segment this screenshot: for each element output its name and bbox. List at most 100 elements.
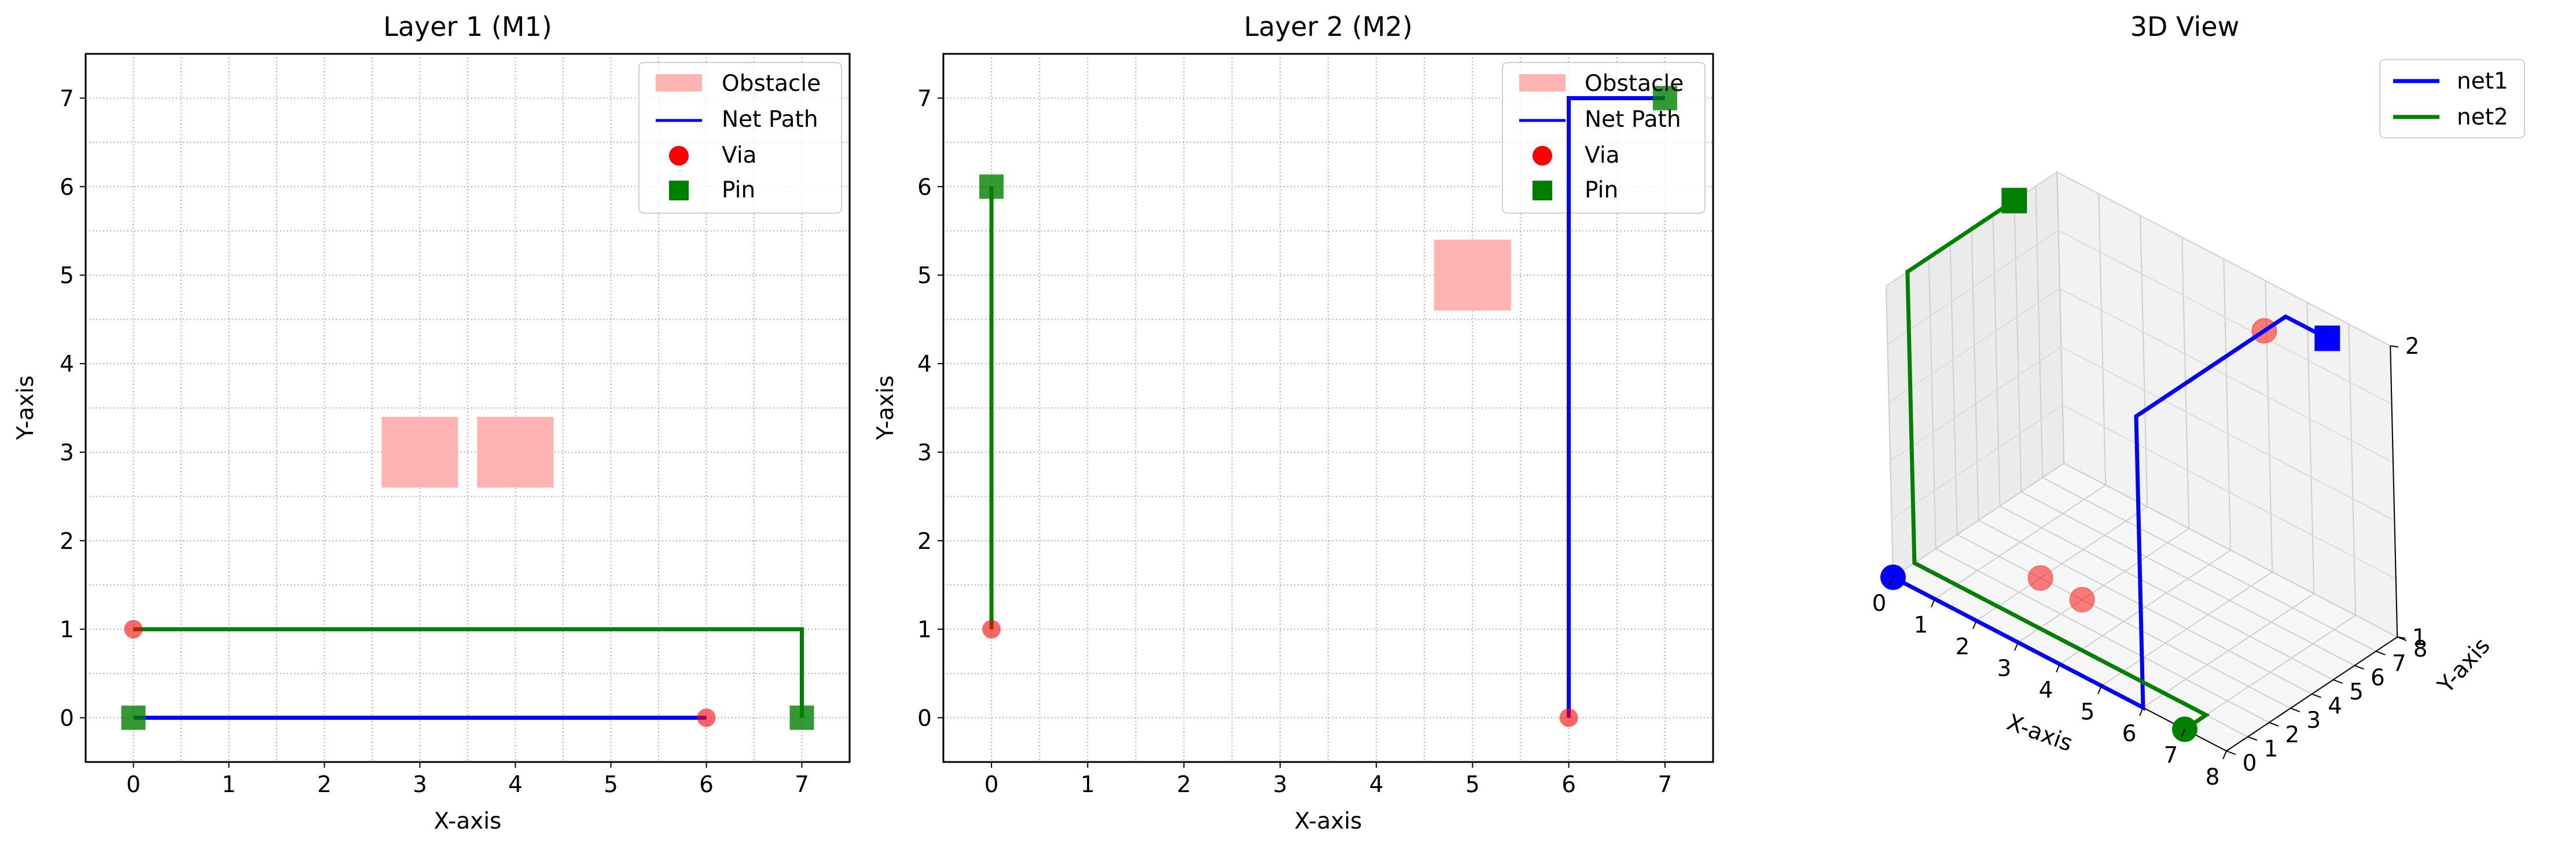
- legend-pin-swatch: [1533, 181, 1552, 200]
- legend-obstacle-swatch: [656, 74, 702, 91]
- x-tick-label: 8: [2206, 764, 2220, 790]
- layer2-x-axis-label: X-axis: [1295, 808, 1362, 834]
- y-tick: [2226, 750, 2236, 755]
- legend-pin-label: Pin: [1585, 177, 1618, 203]
- y-tick-label: 5: [917, 263, 932, 289]
- legend-pin-label: Pin: [722, 177, 755, 203]
- legend-obstacle-swatch: [1519, 74, 1566, 91]
- y-tick: [2354, 665, 2364, 670]
- y-tick-label: 4: [917, 351, 932, 378]
- y-tick-label: 5: [60, 263, 74, 289]
- x-tick-label: 1: [222, 772, 236, 798]
- y-tick-label: 2: [917, 529, 932, 555]
- layer1-y-axis-label: Y-axis: [13, 375, 39, 440]
- legend-net-path-label: Net Path: [1585, 107, 1681, 133]
- layer2-net-paths: [989, 96, 1665, 718]
- via-ball: [2027, 565, 2053, 591]
- legend-via-swatch: [669, 146, 689, 166]
- 3d-x-axis-label: X-axis: [2004, 709, 2076, 757]
- pin-marker: [979, 174, 1004, 199]
- x-tick: [2097, 686, 2102, 694]
- x-tick: [2014, 642, 2019, 651]
- layer2-obstacles: [1434, 240, 1511, 311]
- y-tick-label: 4: [60, 351, 74, 378]
- y-tick: [2269, 721, 2279, 727]
- layer1-legend-box: [638, 62, 842, 214]
- via-ball: [2069, 587, 2095, 613]
- y-tick: [2333, 679, 2343, 684]
- layer2-legend: Obstacle Net Path Via Pin: [1519, 71, 1684, 203]
- y-tick-label: 0: [60, 706, 74, 732]
- obstacle: [1434, 240, 1511, 311]
- x-tick-label: 5: [2081, 699, 2095, 726]
- legend-via-label: Via: [722, 142, 757, 168]
- y-tick-label: 5: [2349, 679, 2364, 705]
- y-grid-line: [2056, 172, 2398, 638]
- z-grid-line: [1891, 404, 2397, 580]
- x-tick-label: 4: [1369, 772, 1384, 798]
- y-tick-label: 6: [2371, 665, 2385, 691]
- x-tick-label: 7: [1658, 772, 1672, 798]
- net2-end-marker: [2001, 188, 2027, 214]
- x-tick-label: 7: [795, 772, 809, 798]
- legend-net2-label: net2: [2457, 104, 2508, 130]
- layer1-panel: 0 1 2 3 4 5 6 7 0 1 2 3 4 5 6 7 Layer 1 (M1) X-axis Y-a…: [13, 11, 851, 834]
- via-marker: [982, 620, 1001, 639]
- via-marker: [697, 708, 716, 727]
- y-tick: [2375, 650, 2386, 655]
- y-tick-label: 7: [2392, 651, 2406, 677]
- y-tick-label: 0: [2243, 750, 2257, 776]
- x-tick-label: 4: [508, 772, 523, 798]
- x-tick-label: 6: [1561, 772, 1576, 798]
- z-axis-line: [2390, 346, 2398, 637]
- x-tick-label: 5: [1465, 772, 1480, 798]
- y-grid-line: [1949, 243, 2291, 709]
- y-tick-label: 6: [60, 174, 74, 200]
- y-tick-label: 1: [60, 617, 74, 643]
- y-tick-label: 7: [60, 86, 74, 112]
- x-tick-label: 3: [413, 772, 427, 798]
- legend-net1-label: net1: [2457, 68, 2508, 94]
- net1-end-marker: [2314, 325, 2340, 351]
- y-tick-label: 2: [60, 529, 74, 555]
- legend-net-path-label: Net Path: [722, 107, 818, 133]
- x-tick: [1972, 620, 1977, 629]
- x-tick-label: 3: [1997, 656, 2012, 682]
- pin-marker: [789, 705, 814, 730]
- x-tick-label: 6: [2122, 721, 2137, 747]
- layer2-plot-frame: [942, 53, 1714, 763]
- x-tick-label: 1: [1081, 772, 1095, 798]
- 3d-y-axis-label: Y-axis: [2432, 633, 2496, 699]
- y-tick-label: 4: [2328, 694, 2342, 720]
- y-tick-label: 3: [917, 440, 932, 466]
- z-tick: [2390, 345, 2399, 348]
- obstacle: [477, 416, 554, 488]
- y-tick-label: 7: [917, 86, 932, 112]
- layer1-ticks: 0 1 2 3 4 5 6 7 0 1 2 3 4 5 6 7: [60, 86, 809, 798]
- y-grid-line: [2035, 186, 2376, 652]
- y-grid-line: [1992, 214, 2334, 680]
- layer2-y-axis-label: Y-axis: [873, 375, 899, 440]
- z-tick-label: 2: [2405, 334, 2420, 360]
- x-tick-label: 2: [317, 772, 332, 798]
- z-grid-line: [1890, 346, 2395, 521]
- y-tick-label: 1: [2263, 736, 2278, 762]
- via-marker: [1559, 708, 1578, 727]
- x-tick-label: 0: [126, 772, 141, 798]
- z-tick-label: 1: [2412, 625, 2427, 651]
- y-grid-line: [2013, 200, 2355, 666]
- x-tick: [1889, 577, 1894, 586]
- y-tick-label: 1: [917, 617, 932, 643]
- 3d-legend: net1 net2: [2379, 59, 2525, 138]
- x-tick-label: 4: [2039, 677, 2053, 704]
- x-tick: [1931, 599, 1935, 607]
- layer1-title: Layer 1 (M1): [383, 11, 552, 42]
- y-tick-label: 0: [917, 706, 932, 732]
- layer2-markers: [979, 86, 1677, 727]
- x-tick: [2222, 750, 2227, 760]
- y-grid-line: [1928, 257, 2270, 723]
- z-grid-line: [1887, 229, 2393, 405]
- layer1-markers: [121, 620, 814, 730]
- z-tick: [2397, 636, 2406, 639]
